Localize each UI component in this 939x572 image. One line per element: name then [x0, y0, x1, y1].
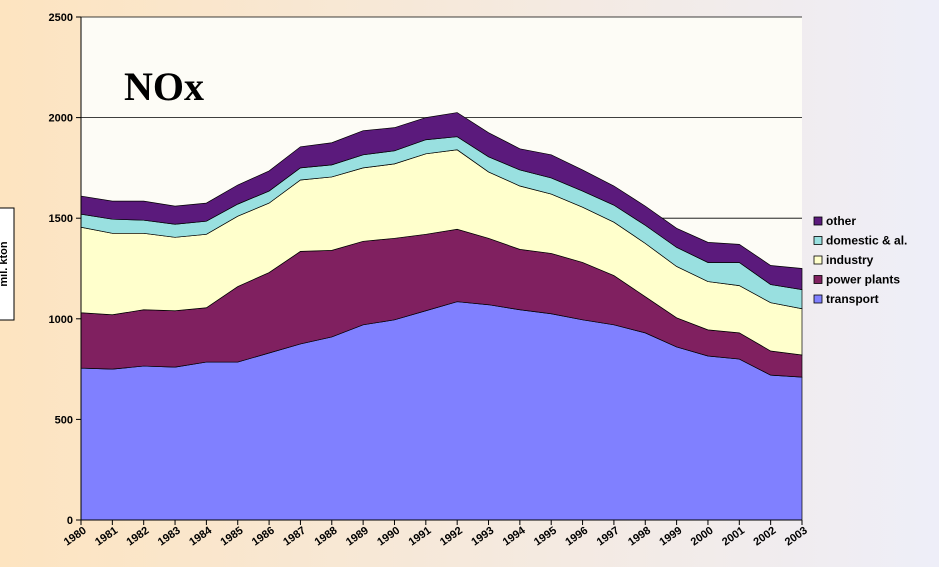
legend-label: domestic & al.	[826, 234, 907, 248]
legend-swatch	[813, 236, 823, 245]
y-tick-label: 1500	[49, 213, 73, 225]
areas	[80, 112, 803, 521]
legend-label: industry	[826, 253, 874, 267]
chart-title: NOx	[124, 64, 204, 109]
y-axis-label: mil. kton	[0, 241, 10, 287]
legend-swatch	[813, 294, 823, 304]
legend-swatch	[813, 255, 823, 265]
y-tick-label: 500	[55, 414, 73, 426]
y-tick-label: 0	[67, 515, 73, 527]
area	[80, 112, 803, 291]
legend-items: other domestic & al. industry power plants t…	[813, 214, 907, 306]
legend-swatch	[813, 275, 823, 284]
legend-label: transport	[826, 292, 879, 306]
legend-label: power plants	[826, 273, 900, 287]
y-tick-label: 1000	[49, 314, 73, 326]
y-label-box	[0, 207, 15, 321]
legend-swatch	[813, 216, 823, 226]
y-tick-label: 2500	[49, 12, 73, 24]
y-tick-label: 2000	[49, 113, 73, 125]
legend-label: other	[826, 214, 856, 228]
